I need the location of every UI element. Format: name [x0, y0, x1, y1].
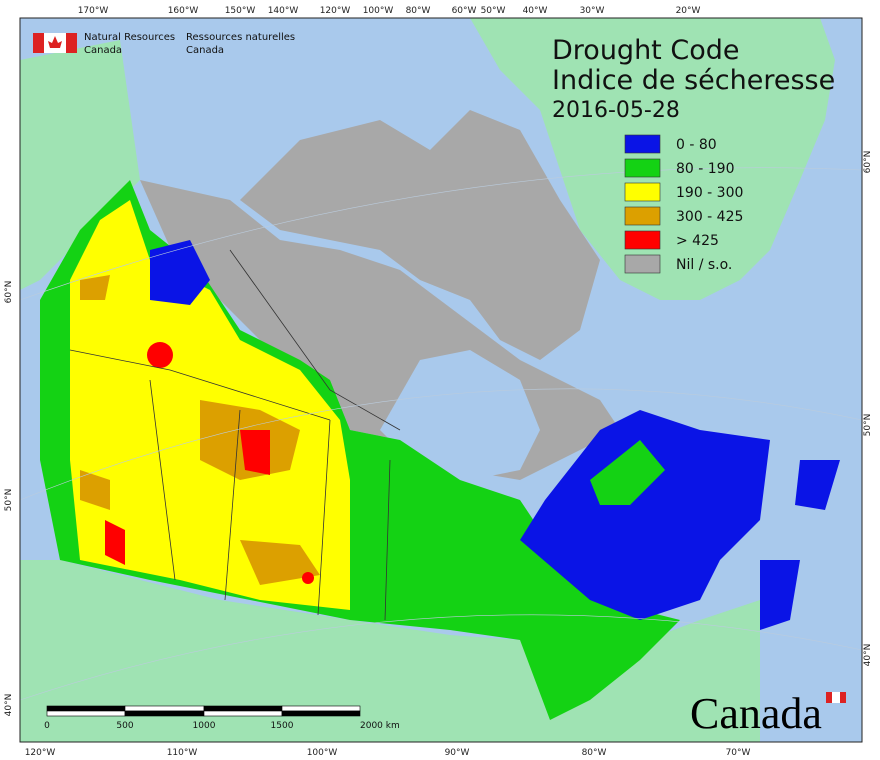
- boundary: [317, 419, 331, 616]
- date: 2016-05-28: [552, 98, 680, 123]
- wordmark: Canada: [690, 689, 822, 738]
- legend-label: > 425: [676, 233, 719, 249]
- boundary: [384, 459, 391, 621]
- scale-segment: [46, 710, 126, 717]
- scale-segment: [281, 705, 361, 712]
- orange-patch: [80, 470, 110, 510]
- legend-label: 0 - 80: [676, 137, 717, 153]
- graticule-line: [19, 388, 863, 501]
- legend-label: 190 - 300: [676, 185, 743, 201]
- agency-en: Natural Resources: [84, 32, 175, 43]
- arctic-islands: [240, 110, 600, 360]
- graticule-label: 80°W: [582, 748, 607, 758]
- green-patch: [590, 440, 665, 505]
- red-patch: [105, 520, 125, 565]
- orange-patch: [80, 275, 110, 300]
- scale-segment: [46, 705, 126, 712]
- graticule-label: 120°W: [320, 6, 351, 16]
- graticule-label: 50°N: [4, 489, 14, 512]
- boundary: [69, 349, 331, 421]
- graticule-label: 70°W: [726, 748, 751, 758]
- boundary: [149, 379, 176, 581]
- blue-zone: [520, 410, 770, 620]
- graticule-label: 40°W: [523, 6, 548, 16]
- scale-label: 2000 km: [360, 721, 400, 731]
- hudson-bay: [380, 350, 540, 480]
- orange-patch: [240, 540, 320, 585]
- blue-patch: [150, 240, 210, 305]
- legend-label: 300 - 425: [676, 209, 743, 225]
- blue-patch: [795, 460, 840, 510]
- scale-segment: [281, 710, 361, 717]
- graticule-line: [19, 614, 863, 701]
- title: Drought Code: [552, 35, 739, 66]
- flag-bar: [66, 33, 77, 53]
- agency-en: Canada: [84, 45, 122, 56]
- graticule-label: 20°W: [676, 6, 701, 16]
- graticule-label: 110°W: [167, 748, 198, 758]
- blue-patch: [760, 560, 800, 630]
- graticule-label: 150°W: [225, 6, 256, 16]
- graticule-label: 80°W: [406, 6, 431, 16]
- scale-segment: [203, 705, 283, 712]
- red-patch: [302, 572, 314, 584]
- scale-label: 1500: [271, 721, 294, 731]
- graticule-label: 40°N: [863, 644, 873, 667]
- graticule-lines: [19, 167, 863, 701]
- graticule-label: 50°W: [481, 6, 506, 16]
- legend-swatch: [624, 230, 661, 250]
- legend-swatch: [624, 254, 661, 274]
- legend-label: Nil / s.o.: [676, 257, 732, 273]
- title: Indice de sécheresse: [552, 65, 835, 96]
- red-patch: [240, 430, 270, 475]
- flag-bar: [33, 33, 44, 53]
- graticule-label: 60°N: [4, 281, 14, 304]
- red-patch: [147, 342, 173, 368]
- maple-leaf: [48, 36, 62, 48]
- graticule-label: 60°N: [863, 151, 873, 174]
- scale-segment: [203, 710, 283, 717]
- graticule-label: 140°W: [268, 6, 299, 16]
- boundary: [224, 409, 241, 601]
- graticule-label: 60°W: [452, 6, 477, 16]
- legend-swatch: [624, 158, 661, 178]
- boundaries: [69, 249, 401, 621]
- graticule-label: 160°W: [168, 6, 199, 16]
- scale-label: 0: [44, 721, 50, 731]
- legend-swatch: [624, 182, 661, 202]
- map-frame: [19, 17, 863, 743]
- legend-swatch: [624, 206, 661, 226]
- flag-bar: [826, 692, 832, 703]
- graticule-label: 100°W: [363, 6, 394, 16]
- flag-bar: [840, 692, 846, 703]
- legend-swatch: [624, 134, 661, 154]
- agency-fr: Canada: [186, 45, 224, 56]
- graticule-label: 90°W: [445, 748, 470, 758]
- graticule-label: 170°W: [78, 6, 109, 16]
- scale-label: 500: [116, 721, 133, 731]
- wordmark-flag: [826, 692, 846, 703]
- boundary: [229, 249, 401, 431]
- graticule-label: 30°W: [580, 6, 605, 16]
- scale-segment: [124, 705, 205, 712]
- flag-field: [832, 692, 840, 703]
- agency-fr: Ressources naturelles: [186, 32, 295, 43]
- graticule-line: [19, 167, 863, 301]
- graticule-label: 40°N: [4, 694, 14, 717]
- scale-segment: [124, 710, 205, 717]
- legend-label: 80 - 190: [676, 161, 735, 177]
- nrcan-flag: [33, 33, 77, 53]
- graticule-label: 100°W: [307, 748, 338, 758]
- graticule-label: 50°N: [863, 414, 873, 437]
- graticule-label: 120°W: [25, 748, 56, 758]
- scale-label: 1000: [193, 721, 216, 731]
- alaska: [20, 40, 140, 290]
